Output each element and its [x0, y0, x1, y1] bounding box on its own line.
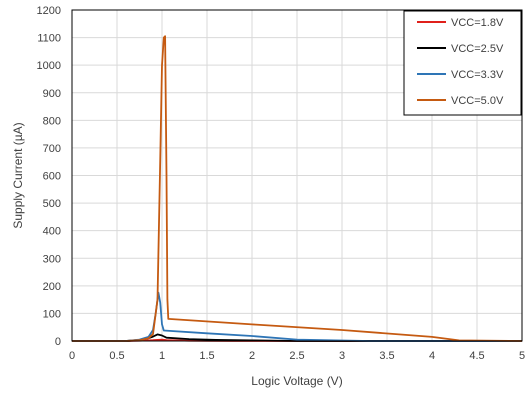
- x-tick-label: 1: [159, 350, 165, 362]
- x-tick-label: 0: [69, 350, 75, 362]
- legend-label: VCC=3.3V: [451, 69, 504, 81]
- y-tick-label: 900: [43, 88, 61, 100]
- y-axis-ticks: 0 100 200 300 400 500 600 700 800 900 1000 1100 1200: [37, 5, 61, 348]
- y-tick-label: 1100: [37, 33, 61, 45]
- x-tick-label: 3.5: [379, 350, 394, 362]
- legend: VCC=1.8V VCC=2.5V VCC=3.3V VCC=5.0V: [403, 10, 522, 116]
- x-axis-label: Logic Voltage (V): [251, 374, 342, 388]
- y-tick-label: 500: [43, 198, 61, 210]
- y-tick-label: 1000: [37, 60, 61, 72]
- x-tick-label: 3: [339, 350, 345, 362]
- y-tick-label: 0: [55, 336, 61, 348]
- x-tick-label: 2.5: [289, 350, 304, 362]
- plot-frame: [71, 9, 523, 342]
- legend-box: [403, 10, 522, 116]
- y-tick-label: 1200: [37, 5, 61, 17]
- series-line-3: [72, 35, 523, 342]
- y-tick-label: 800: [43, 115, 61, 127]
- y-tick-label: 700: [43, 143, 61, 155]
- y-tick-label: 300: [43, 253, 61, 265]
- x-tick-label: 2: [249, 350, 255, 362]
- legend-label: VCC=5.0V: [451, 95, 504, 107]
- y-tick-label: 600: [43, 171, 61, 183]
- x-tick-label: 4: [429, 350, 435, 362]
- legend-label: VCC=1.8V: [451, 17, 504, 29]
- y-tick-label: 100: [43, 308, 61, 320]
- x-axis-ticks: 0 0.5 1 1.5 2 2.5 3 3.5 4 4.5 5: [69, 350, 525, 362]
- x-tick-label: 4.5: [469, 350, 484, 362]
- y-tick-label: 400: [43, 226, 61, 238]
- x-tick-label: 0.5: [109, 350, 124, 362]
- y-tick-label: 200: [43, 281, 61, 293]
- x-tick-label: 5: [519, 350, 525, 362]
- x-tick-label: 1.5: [199, 350, 214, 362]
- legend-label: VCC=2.5V: [451, 43, 504, 55]
- y-axis-label: Supply Current (µA): [11, 122, 25, 228]
